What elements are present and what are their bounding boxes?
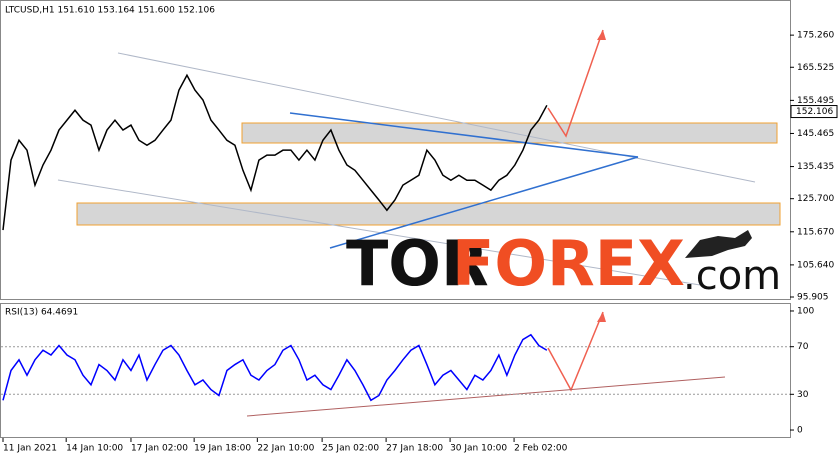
bull-icon [685, 230, 752, 258]
y-tick-label: 145.465 [797, 129, 834, 139]
y-tick-label: 105.640 [797, 260, 834, 270]
chart-title: LTCUSD,H1 151.610 153.164 151.600 152.10… [5, 6, 215, 16]
watermark-text: .com [683, 253, 781, 299]
x-tick-label: 17 Jan 02:00 [131, 444, 188, 454]
rsi-title: RSI(13) 64.4691 [5, 308, 78, 318]
x-tick-label: 27 Jan 18:00 [386, 444, 443, 454]
y-tick-label: 155.495 [797, 96, 834, 106]
y-tick-label: 70 [797, 342, 809, 352]
y-tick-label: 135.435 [797, 162, 834, 172]
price-label-box [790, 105, 838, 119]
price-panel [0, 0, 791, 300]
y-tick-label: 125.700 [797, 194, 834, 204]
triangle-line [289, 112, 639, 158]
arrow-head [597, 312, 606, 322]
y-tick-label: 100 [797, 306, 814, 316]
y-tick-label: 30 [797, 390, 809, 400]
y-tick-label: 115.670 [797, 227, 834, 237]
series-line [2, 73, 548, 231]
x-tick-label: 30 Jan 10:00 [450, 444, 507, 454]
forecast-arrow [547, 29, 604, 138]
watermark-text: TOR [346, 227, 489, 300]
resistance-zone [241, 122, 778, 144]
x-tick-label: 11 Jan 2021 [3, 444, 57, 454]
x-tick-label: 2 Feb 02:00 [514, 444, 568, 454]
forecast-arrow [547, 311, 604, 392]
triangle-line [329, 156, 639, 249]
x-tick-label: 14 Jan 10:00 [66, 444, 123, 454]
y-tick-label: 175.260 [797, 31, 834, 41]
x-tick-label: 22 Jan 10:00 [257, 444, 314, 454]
support-zone [76, 202, 781, 226]
arrow-head [597, 30, 606, 40]
y-tick-label: 95.905 [797, 293, 829, 303]
rsi-trend-line [246, 376, 726, 417]
x-tick-label: 25 Jan 02:00 [322, 444, 379, 454]
channel-line [57, 179, 701, 286]
series-line [2, 333, 548, 402]
y-tick-label: 165.525 [797, 63, 834, 73]
price-label: 152.106 [796, 107, 833, 117]
watermark-text: FOREX [452, 227, 685, 300]
rsi-panel [0, 303, 791, 438]
watermark: TOR FOREX .com [346, 227, 781, 300]
y-tick-label: 0 [797, 426, 803, 436]
channel-line [117, 52, 756, 183]
x-tick-label: 19 Jan 18:00 [194, 444, 251, 454]
